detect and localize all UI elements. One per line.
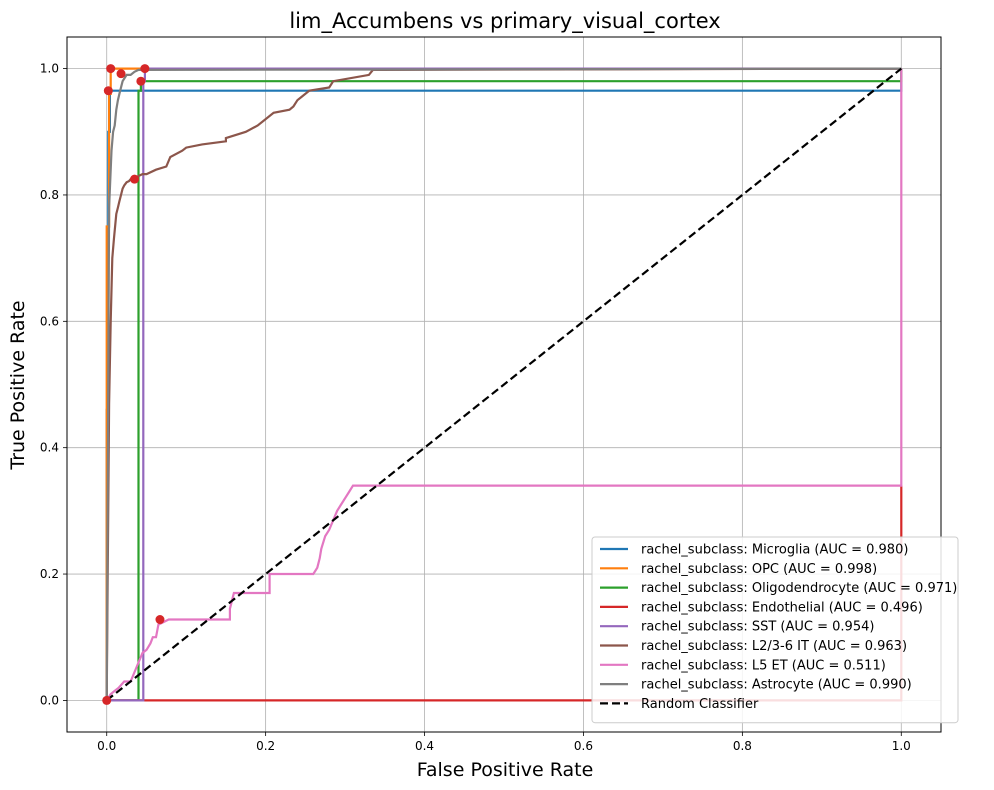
axis-ticks: 0.0 0.2 0.4 0.6 0.8 1.0 0.0 0.2 0.4 0.6 0.8 1.0 (40, 62, 911, 753)
threshold-marker (155, 615, 165, 625)
legend-label: Random Classifier (641, 697, 759, 712)
threshold-markers (102, 64, 165, 705)
x-tick-label: 0.0 (97, 739, 116, 753)
threshold-marker (130, 174, 140, 184)
threshold-marker (103, 86, 113, 96)
x-tick-label: 0.2 (256, 739, 275, 753)
legend-label: rachel_subclass: L5 ET (AUC = 0.511) (641, 658, 886, 673)
series-line-5 (105, 67, 902, 701)
y-axis-title: True Positive Rate (7, 300, 29, 470)
legend-label: rachel_subclass: Astrocyte (AUC = 0.990) (641, 678, 912, 693)
threshold-marker (116, 69, 126, 79)
series-line-6 (105, 68, 903, 701)
x-tick-label: 1.0 (892, 739, 911, 753)
y-tick-label: 0.6 (40, 314, 59, 328)
y-tick-label: 1.0 (40, 62, 59, 76)
x-tick-label: 0.6 (574, 739, 593, 753)
threshold-marker (140, 64, 150, 74)
legend: rachel_subclass: Microglia (AUC = 0.980)… (591, 536, 959, 724)
x-tick-label: 0.4 (415, 739, 434, 753)
y-tick-label: 0.4 (40, 441, 59, 455)
x-axis-title: False Positive Rate (417, 759, 594, 781)
legend-label: rachel_subclass: SST (AUC = 0.954) (641, 620, 874, 635)
threshold-marker (106, 64, 116, 74)
series-line-7 (105, 67, 902, 701)
plot-frame (66, 36, 942, 733)
legend-box (591, 536, 959, 724)
y-tick-label: 0.8 (40, 188, 59, 202)
threshold-marker (102, 695, 112, 705)
legend-label: rachel_subclass: Endothelial (AUC = 0.49… (641, 600, 923, 615)
chart-title: lim_Accumbens vs primary_visual_cortex (289, 9, 720, 34)
threshold-marker (136, 76, 146, 86)
x-tick-label: 0.8 (733, 739, 752, 753)
y-tick-label: 0.0 (40, 693, 59, 707)
legend-label: rachel_subclass: OPC (AUC = 0.998) (641, 562, 877, 577)
legend-label: rachel_subclass: L2/3-6 IT (AUC = 0.963) (641, 639, 907, 654)
series-line-8 (106, 67, 902, 702)
legend-label: rachel_subclass: Microglia (AUC = 0.980) (641, 543, 908, 558)
y-tick-label: 0.2 (40, 567, 59, 581)
legend-label: rachel_subclass: Oligodendrocyte (AUC = … (641, 581, 957, 596)
